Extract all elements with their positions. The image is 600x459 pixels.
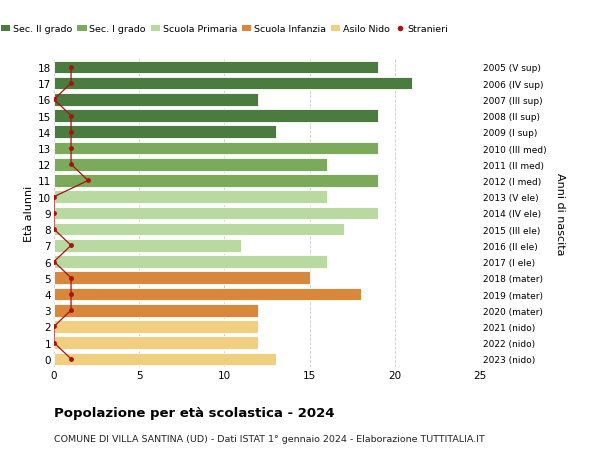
- Text: COMUNE DI VILLA SANTINA (UD) - Dati ISTAT 1° gennaio 2024 - Elaborazione TUTTITA: COMUNE DI VILLA SANTINA (UD) - Dati ISTA…: [54, 434, 485, 443]
- Bar: [54, 110, 378, 123]
- Bar: [54, 240, 241, 252]
- Y-axis label: Anni di nascita: Anni di nascita: [555, 172, 565, 255]
- Bar: [54, 207, 378, 220]
- Bar: [54, 175, 378, 187]
- Bar: [54, 94, 259, 106]
- Bar: [54, 272, 310, 285]
- Bar: [54, 304, 259, 317]
- Bar: [54, 78, 412, 90]
- Y-axis label: Età alunni: Età alunni: [24, 185, 34, 241]
- Bar: [54, 353, 275, 365]
- Text: Popolazione per età scolastica - 2024: Popolazione per età scolastica - 2024: [54, 406, 335, 419]
- Bar: [54, 126, 275, 139]
- Legend: Sec. II grado, Sec. I grado, Scuola Primaria, Scuola Infanzia, Asilo Nido, Stran: Sec. II grado, Sec. I grado, Scuola Prim…: [0, 21, 452, 38]
- Bar: [54, 142, 378, 155]
- Bar: [54, 288, 361, 301]
- Bar: [54, 320, 259, 333]
- Bar: [54, 191, 326, 203]
- Bar: [54, 224, 344, 236]
- Bar: [54, 158, 326, 171]
- Bar: [54, 256, 326, 269]
- Bar: [54, 336, 259, 349]
- Bar: [54, 62, 378, 74]
